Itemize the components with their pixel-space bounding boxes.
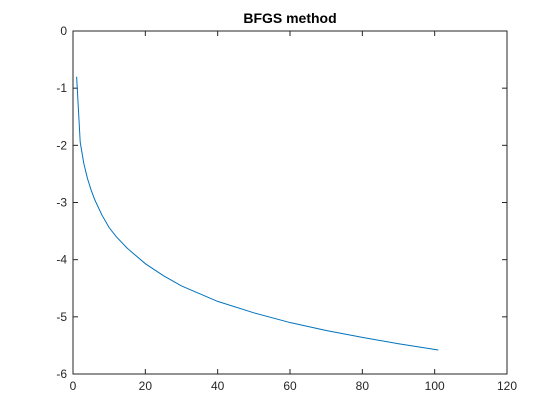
- x-tick-label: 80: [356, 379, 370, 393]
- y-tick-label: -4: [56, 253, 67, 267]
- y-tick-label: -1: [56, 81, 67, 95]
- series-group: [76, 76, 439, 351]
- x-tick-label: 20: [139, 379, 153, 393]
- y-tick-label: -2: [56, 138, 67, 152]
- y-tick-label: -6: [56, 367, 67, 381]
- y-tick-label: -3: [56, 196, 67, 210]
- series-line: [76, 76, 439, 351]
- x-tick-label: 60: [283, 379, 297, 393]
- x-tick-label: 0: [70, 379, 77, 393]
- y-tick-label: 0: [60, 24, 67, 38]
- x-tick-label: 100: [425, 379, 445, 393]
- ticks: 0 20 40 60 80 100 120 0 -1 -2 -3 -4 -5 -6: [56, 24, 517, 393]
- axes: [72, 30, 508, 375]
- chart-title: BFGS method: [243, 10, 336, 26]
- x-tick-label: 40: [211, 379, 225, 393]
- y-tick-label: -5: [56, 310, 67, 324]
- plot-box: [72, 30, 508, 375]
- x-tick-label: 120: [497, 379, 517, 393]
